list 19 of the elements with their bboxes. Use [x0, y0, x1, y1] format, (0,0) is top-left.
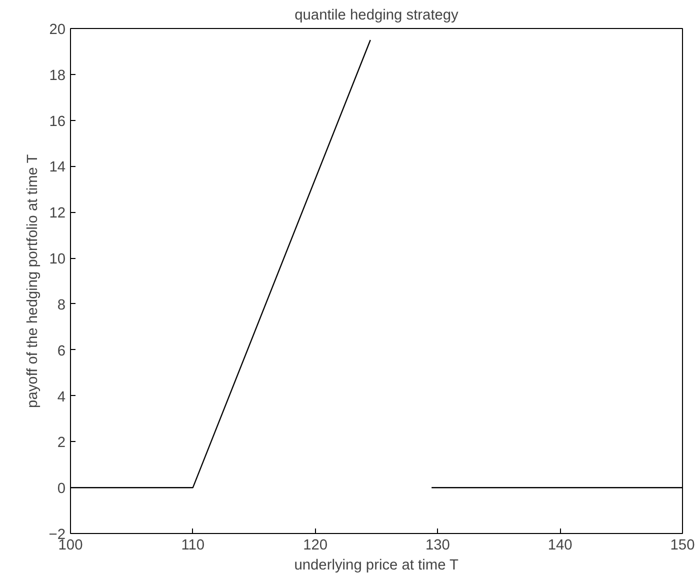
x-tick-label: 150: [670, 538, 695, 554]
y-tick-label: 0: [57, 481, 66, 498]
y-tick-label: 8: [57, 297, 66, 314]
y-tick-label: 18: [49, 68, 66, 84]
x-tick-label: 110: [181, 538, 205, 554]
y-tick-label: 4: [57, 389, 66, 406]
y-tick-label: 12: [49, 206, 66, 222]
x-tick-label: 120: [303, 538, 328, 554]
x-axis-title: underlying price at time T: [294, 558, 459, 574]
chart-title: quantile hedging strategy: [294, 8, 460, 24]
y-tick-label: 10: [49, 252, 66, 268]
y-tick-label: 2: [57, 435, 66, 452]
y-axis-title: payoff of the hedging portfolio at time T: [24, 154, 41, 408]
y-tick-label: 16: [49, 114, 66, 130]
x-tick-label: 140: [548, 538, 572, 554]
x-tick-label: 130: [425, 538, 450, 554]
y-tick-label: 6: [57, 343, 66, 360]
y-tick-label: 20: [49, 22, 66, 38]
y-tick-label: 14: [49, 160, 66, 176]
